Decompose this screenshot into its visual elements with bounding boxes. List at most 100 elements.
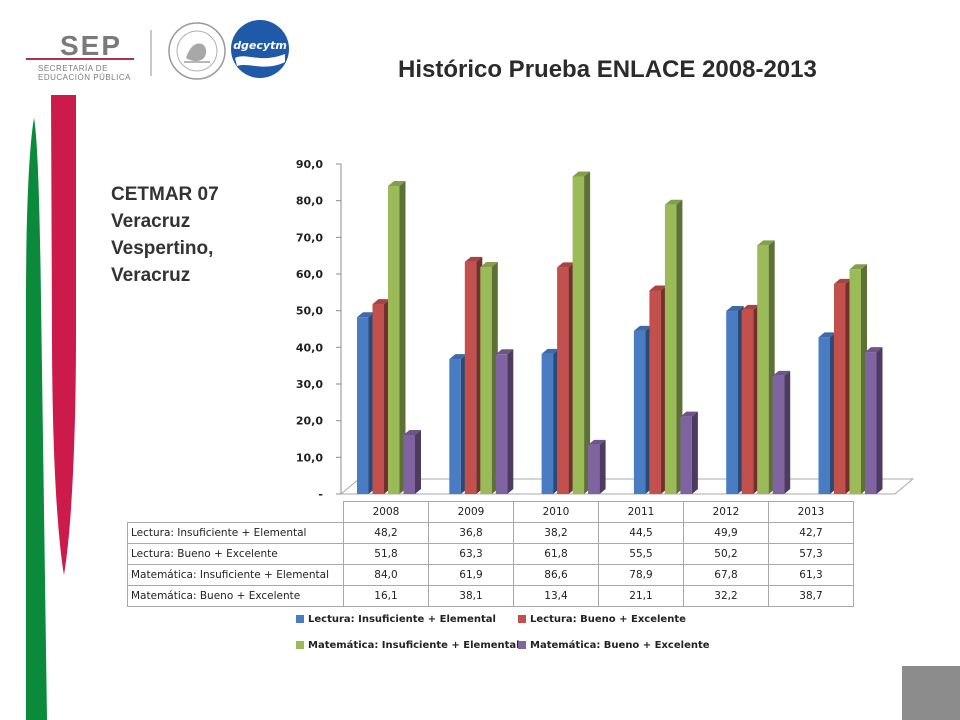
legend-item: Lectura: Insuficiente + Elemental bbox=[296, 614, 496, 625]
table-row: Matemática: Bueno + Excelente 16,1 38,1 … bbox=[127, 585, 854, 607]
bar-top bbox=[464, 256, 483, 262]
bar-side bbox=[784, 370, 791, 494]
table-row: Lectura: Bueno + Excelente 51,8 63,3 61,… bbox=[127, 543, 854, 565]
table-row: Lectura: Insuficiente + Elemental 48,2 3… bbox=[127, 522, 854, 544]
table-cell: 55,5 bbox=[598, 543, 684, 565]
school-line-2: Veracruz bbox=[111, 211, 191, 232]
table-cell: 38,2 bbox=[513, 522, 599, 544]
bar-top bbox=[757, 240, 775, 246]
bar-front bbox=[664, 204, 677, 494]
bar-front bbox=[388, 186, 400, 494]
y-tick-label: - bbox=[318, 488, 323, 501]
bar-top bbox=[772, 370, 791, 376]
bar-top bbox=[572, 171, 591, 177]
bar bbox=[849, 264, 867, 494]
bar-front bbox=[834, 283, 846, 494]
legend-swatch bbox=[296, 615, 304, 623]
table-row-label: Matemática: Insuficiente + Elemental bbox=[127, 564, 344, 586]
table-row-label: Lectura: Insuficiente + Elemental bbox=[127, 522, 344, 544]
bar-top bbox=[633, 325, 652, 331]
side-stripes bbox=[26, 95, 76, 720]
y-tick-label: 10,0 bbox=[296, 451, 323, 464]
bar-front bbox=[572, 176, 585, 494]
table-header-cell: 2008 bbox=[343, 501, 429, 523]
y-tick-label: 70,0 bbox=[296, 231, 323, 244]
bar-side bbox=[584, 171, 591, 494]
legend-label: Matemática: Bueno + Excelente bbox=[530, 640, 710, 651]
bar bbox=[818, 332, 836, 494]
corner-block bbox=[902, 666, 960, 720]
dgecytm-logo: dgecytm bbox=[231, 20, 289, 78]
sep-logo-subtitle-1: SECRETARÍA DE bbox=[38, 64, 108, 73]
bar-front bbox=[403, 434, 415, 494]
sep-logo-subtitle-2: EDUCACIÓN PÚBLICA bbox=[38, 73, 131, 82]
bar bbox=[403, 429, 421, 494]
table-cell: 61,9 bbox=[428, 564, 514, 586]
svg-text:dgecytm: dgecytm bbox=[233, 39, 287, 52]
table-cell: 67,8 bbox=[683, 564, 769, 586]
table-cell: 57,3 bbox=[768, 543, 854, 565]
legend-item: Matemática: Insuficiente + Elemental bbox=[296, 640, 520, 651]
bar-front bbox=[541, 353, 554, 494]
bar bbox=[480, 262, 498, 494]
table-cell: 38,7 bbox=[768, 585, 854, 607]
table-cell: 63,3 bbox=[428, 543, 514, 565]
legend-swatch bbox=[518, 641, 526, 649]
data-table: 2008 2009 2010 2011 2012 2013 Lectura: I… bbox=[127, 501, 854, 607]
bar-top bbox=[372, 299, 390, 305]
bar-top bbox=[680, 411, 698, 417]
bar bbox=[865, 347, 883, 494]
bar bbox=[680, 411, 698, 494]
bar-side bbox=[599, 439, 606, 494]
bar bbox=[357, 312, 375, 494]
mexico-seal-logo bbox=[168, 22, 226, 80]
bar-front bbox=[818, 337, 830, 494]
bar-front bbox=[772, 375, 785, 494]
bar-front bbox=[757, 245, 769, 494]
table-cell: 51,8 bbox=[343, 543, 429, 565]
bar bbox=[633, 325, 652, 494]
legend-label: Matemática: Insuficiente + Elemental bbox=[308, 640, 520, 651]
y-tick-label: 40,0 bbox=[296, 341, 323, 354]
bar-top bbox=[649, 285, 667, 291]
green-stripe bbox=[26, 118, 47, 720]
table-cell: 21,1 bbox=[598, 585, 684, 607]
bar-front bbox=[464, 261, 477, 494]
table-row-label: Lectura: Bueno + Excelente bbox=[127, 543, 344, 565]
table-cell: 44,5 bbox=[598, 522, 684, 544]
sep-logo-rule bbox=[26, 58, 134, 60]
bar-front bbox=[372, 304, 384, 494]
school-line-4: Veracruz bbox=[111, 265, 191, 286]
bar bbox=[449, 354, 467, 494]
bar-side bbox=[691, 411, 698, 494]
bar bbox=[572, 171, 591, 494]
y-tick-label: 60,0 bbox=[296, 268, 323, 281]
bar-top bbox=[588, 439, 606, 445]
bar-top bbox=[403, 429, 421, 435]
bar-front bbox=[680, 416, 692, 494]
legend-item: Lectura: Bueno + Excelente bbox=[518, 614, 686, 625]
table-cell: 78,9 bbox=[598, 564, 684, 586]
y-tick-label: 50,0 bbox=[296, 305, 323, 318]
table-cell: 50,2 bbox=[683, 543, 769, 565]
school-line-3: Vespertino, bbox=[111, 238, 214, 259]
bar-top bbox=[541, 348, 560, 354]
bar bbox=[495, 349, 514, 494]
table-cell: 61,8 bbox=[513, 543, 599, 565]
y-tick-label: 30,0 bbox=[296, 378, 323, 391]
bar-top bbox=[865, 347, 883, 353]
table-header-cell: 2009 bbox=[428, 501, 514, 523]
bar-front bbox=[633, 330, 646, 494]
bar bbox=[388, 181, 406, 494]
bar bbox=[664, 199, 683, 494]
table-header-cell: 2013 bbox=[768, 501, 854, 523]
bar-side bbox=[399, 181, 406, 494]
table-cell: 86,6 bbox=[513, 564, 599, 586]
bar bbox=[541, 348, 560, 494]
bar-top bbox=[557, 262, 575, 268]
table-header-cell: 2010 bbox=[513, 501, 599, 523]
bar bbox=[588, 439, 606, 494]
table-cell: 13,4 bbox=[513, 585, 599, 607]
school-name: CETMAR 07 Veracruz Vespertino, Veracruz bbox=[111, 181, 219, 289]
bar-top bbox=[664, 199, 683, 205]
